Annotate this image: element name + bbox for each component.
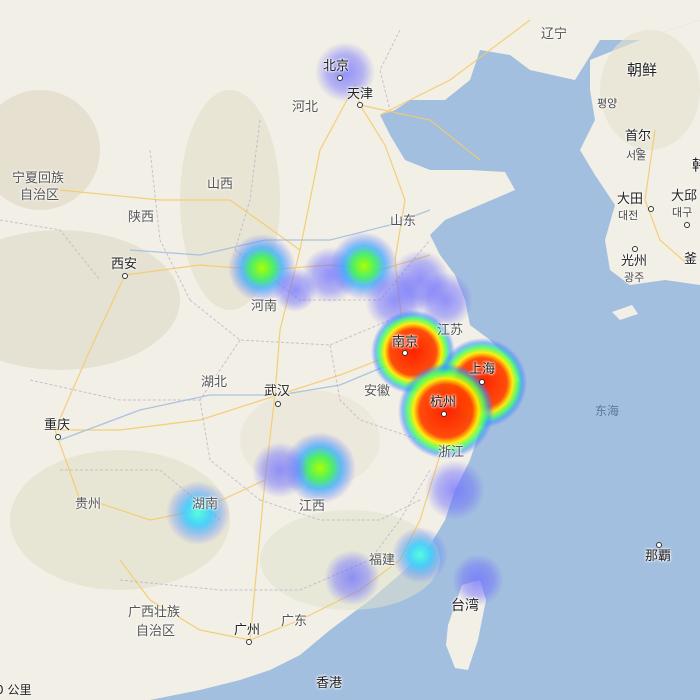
dot-xian — [122, 273, 128, 279]
label-ningxia: 宁夏回族 — [12, 171, 65, 186]
label-guangdong: 广东 — [281, 614, 308, 629]
label-hubei: 湖北 — [201, 375, 228, 390]
label-seoul-cn: 首尔 — [625, 129, 652, 144]
label-tianjin: 天津 — [347, 87, 374, 102]
map-scale: 0 公里 — [0, 683, 32, 697]
dot-shanghai — [479, 379, 485, 385]
label-hebei: 河北 — [292, 100, 319, 115]
label-henan: 河南 — [251, 299, 278, 314]
heatmap-layer — [166, 42, 527, 606]
dot-seoul — [636, 148, 642, 154]
label-hangzhou: 杭州 — [430, 395, 457, 410]
label-gwangju-kr: 광주 — [624, 271, 645, 284]
label-guangxi-2: 自治区 — [136, 624, 176, 639]
label-daejeon-cn: 大田 — [617, 192, 644, 207]
label-naha: 那覇 — [645, 549, 672, 564]
label-xian: 西安 — [111, 257, 138, 272]
label-guangzhou: 广州 — [234, 623, 261, 638]
label-shandong: 山东 — [390, 214, 417, 229]
label-shaanxi: 陕西 — [128, 210, 155, 225]
jeju-island — [612, 305, 638, 320]
label-gwangju-cn: 光州 — [621, 254, 648, 269]
label-liaoning: 辽宁 — [541, 27, 568, 42]
label-daegu-cn: 大邱 — [671, 189, 698, 204]
dot-naha — [656, 542, 662, 548]
dot-daegu — [684, 222, 690, 228]
label-jiangxi: 江西 — [299, 499, 326, 514]
label-fujian: 福建 — [369, 553, 396, 568]
label-jiangsu: 江苏 — [437, 323, 464, 338]
label-east-china-sea: 东海 — [595, 404, 620, 418]
label-south-korea: 韩 — [692, 156, 700, 174]
label-busan-cn: 釜 — [684, 252, 698, 267]
label-hongkong: 香港 — [316, 676, 343, 691]
label-north-korea: 朝鲜 — [627, 61, 658, 79]
label-daegu-kr: 대구 — [672, 206, 693, 219]
label-pyongyang: 평양 — [597, 97, 618, 110]
label-taiwan: 台湾 — [451, 598, 479, 614]
label-shanxi: 山西 — [207, 177, 234, 192]
label-chongqing: 重庆 — [44, 418, 71, 433]
label-guangxi: 广西壮族 — [128, 605, 181, 620]
label-anhui: 安徽 — [364, 384, 391, 399]
dot-hangzhou — [441, 411, 447, 417]
label-daejeon-kr: 대전 — [618, 209, 639, 222]
label-zhejiang: 浙江 — [438, 445, 465, 460]
label-hunan: 湖南 — [192, 497, 219, 512]
label-nanjing: 南京 — [392, 335, 419, 350]
dot-guangzhou — [246, 639, 252, 645]
dot-beijing — [337, 75, 343, 81]
label-shanghai: 上海 — [469, 362, 496, 377]
dot-tianjin — [357, 102, 363, 108]
label-ningxia-2: 自治区 — [20, 188, 60, 203]
label-seoul-kr: 서울 — [626, 149, 647, 162]
dot-chongqing — [55, 434, 61, 440]
dot-gwangju — [632, 246, 638, 252]
dot-nanjing — [402, 350, 408, 356]
label-wuhan: 武汉 — [264, 384, 291, 399]
label-beijing: 北京 — [323, 59, 350, 74]
dot-daejeon — [648, 206, 654, 212]
dot-wuhan — [275, 401, 281, 407]
label-guizhou: 贵州 — [75, 497, 102, 512]
